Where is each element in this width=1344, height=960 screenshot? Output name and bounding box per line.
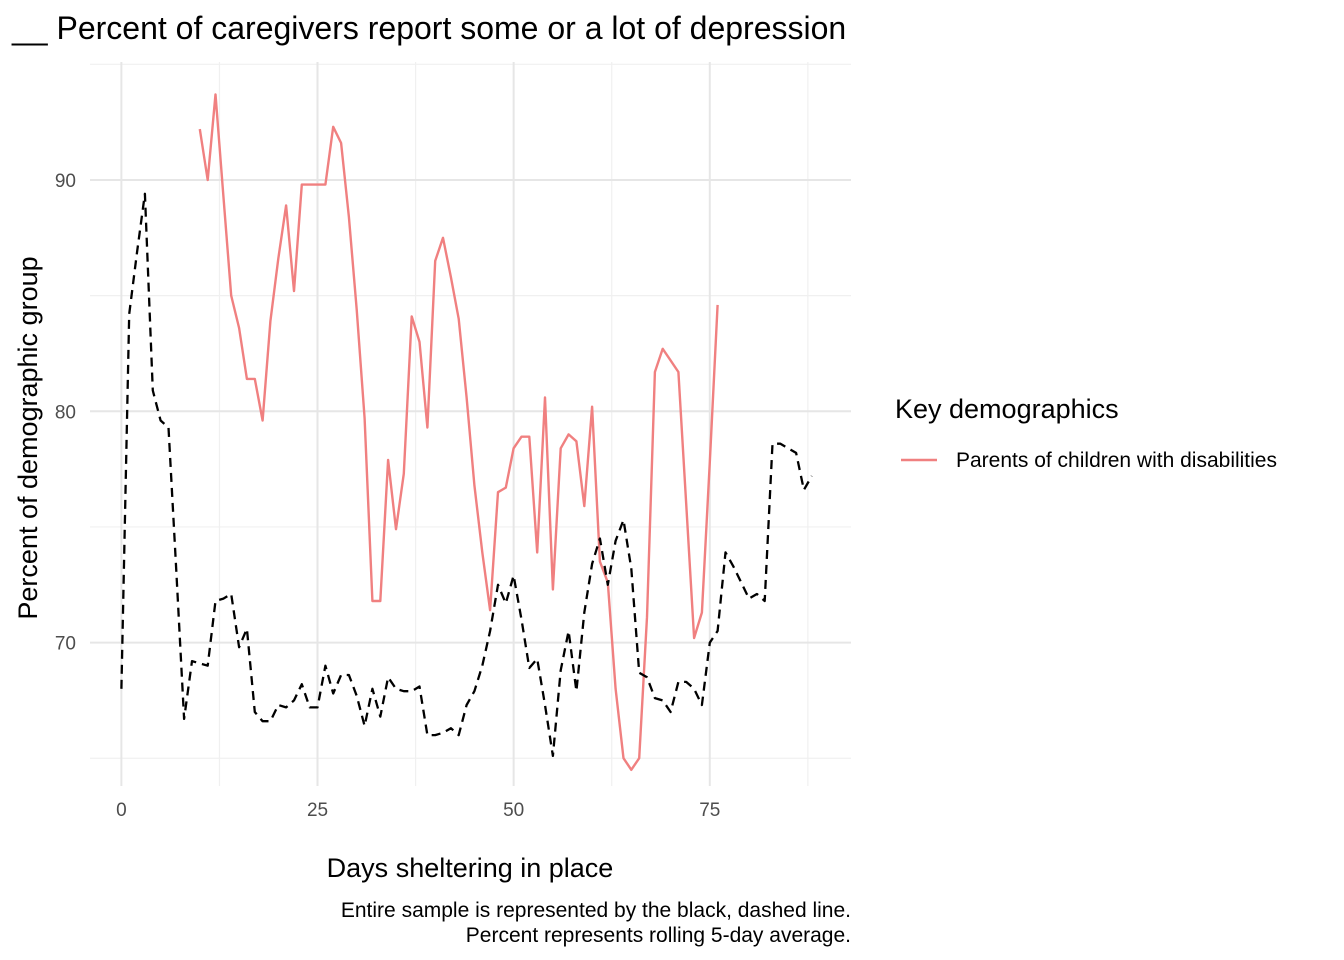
x-axis-title: Days sheltering in place: [327, 853, 614, 883]
caption-line-2: Percent represents rolling 5-day average…: [466, 924, 851, 947]
chart-title: __ Percent of caregivers report some or …: [11, 10, 846, 46]
x-tick-label: 50: [503, 800, 524, 821]
y-tick-label: 80: [55, 402, 76, 423]
series-line-parents: [198, 93, 719, 771]
x-axis-ticks: 0 25 50 75: [116, 800, 720, 821]
x-tick-label: 25: [307, 800, 328, 821]
legend-label: Parents of children with disabilities: [956, 449, 1277, 472]
grid-major: [90, 62, 851, 786]
series-line-entire-sample: [120, 192, 813, 758]
y-axis-title: Percent of demographic group: [13, 256, 43, 619]
legend: Key demographics Parents of children wit…: [895, 394, 1277, 472]
y-axis-ticks: 70 80 90: [55, 171, 76, 655]
x-tick-label: 75: [699, 800, 720, 821]
y-tick-label: 70: [55, 634, 76, 655]
grid-minor: [90, 62, 851, 786]
y-tick-label: 90: [55, 171, 76, 192]
series-layer: [120, 93, 813, 771]
caption-line-1: Entire sample is represented by the blac…: [341, 899, 851, 922]
legend-title: Key demographics: [895, 394, 1119, 424]
x-tick-label: 0: [116, 800, 127, 821]
